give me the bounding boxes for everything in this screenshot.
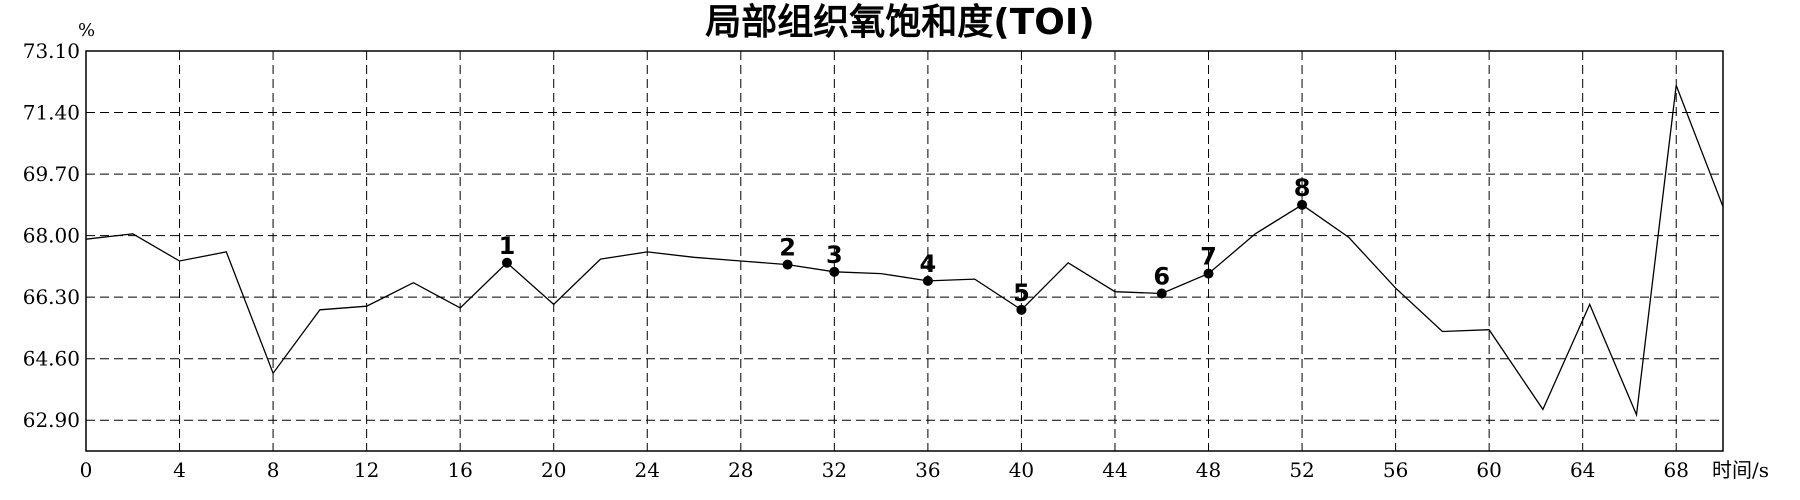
y-tick-label: 69.70 (23, 162, 80, 186)
x-axis-unit-label: 时间/s (1712, 458, 1769, 482)
x-tick-label: 24 (635, 458, 660, 482)
marker-dot-3 (829, 266, 840, 277)
marker-label-7: 7 (1200, 243, 1217, 271)
marker-label-3: 3 (826, 241, 843, 269)
y-tick-label: 73.10 (23, 39, 80, 63)
marker-dot-4 (922, 275, 933, 286)
marker-dot-6 (1156, 288, 1167, 299)
marker-dot-2 (782, 259, 793, 270)
y-tick-label: 68.00 (23, 224, 80, 248)
y-axis-ticks: 73.10 71.40 69.70 68.00 66.30 64.60 62.90 (23, 39, 80, 432)
x-tick-label: 64 (1570, 458, 1595, 482)
x-tick-label: 12 (354, 458, 379, 482)
marker-label-2: 2 (779, 234, 796, 262)
x-tick-label: 36 (915, 458, 940, 482)
x-tick-label: 20 (541, 458, 566, 482)
y-tick-label: 66.30 (23, 285, 80, 309)
x-axis-ticks: 0 4 8 12 16 20 24 28 32 36 40 44 48 52 56 60 64 68 (80, 458, 1689, 482)
x-tick-label: 8 (267, 458, 280, 482)
y-axis-unit-label: % (78, 20, 95, 41)
marker-dot-7 (1203, 268, 1214, 279)
marker-label-4: 4 (920, 250, 937, 278)
x-tick-label: 28 (728, 458, 753, 482)
event-markers: 1 2 3 4 5 6 7 8 (499, 174, 1311, 315)
chart-title: 局部组织氧饱和度(TOI) (705, 2, 1094, 43)
plot-frame (85, 50, 1724, 452)
x-tick-label: 32 (822, 458, 847, 482)
marker-label-6: 6 (1153, 263, 1170, 291)
x-tick-label: 60 (1476, 458, 1501, 482)
x-tick-label: 52 (1289, 458, 1314, 482)
x-tick-label: 16 (447, 458, 472, 482)
x-tick-label: 4 (173, 458, 186, 482)
x-tick-label: 40 (1009, 458, 1034, 482)
marker-label-5: 5 (1013, 279, 1030, 307)
y-tick-label: 62.90 (23, 408, 80, 432)
x-tick-label: 68 (1664, 458, 1689, 482)
marker-dot-8 (1297, 199, 1308, 210)
y-tick-label: 71.40 (23, 101, 80, 125)
x-tick-label: 56 (1383, 458, 1408, 482)
marker-dot-5 (1016, 304, 1027, 315)
marker-dot-1 (501, 257, 512, 268)
toi-series-line (85, 85, 1724, 418)
marker-label-8: 8 (1294, 174, 1311, 202)
x-tick-label: 0 (80, 458, 93, 482)
x-tick-label: 48 (1196, 458, 1221, 482)
y-tick-label: 64.60 (23, 347, 80, 371)
x-tick-label: 44 (1102, 458, 1127, 482)
marker-label-1: 1 (499, 232, 516, 260)
grid-lines (86, 50, 1723, 451)
